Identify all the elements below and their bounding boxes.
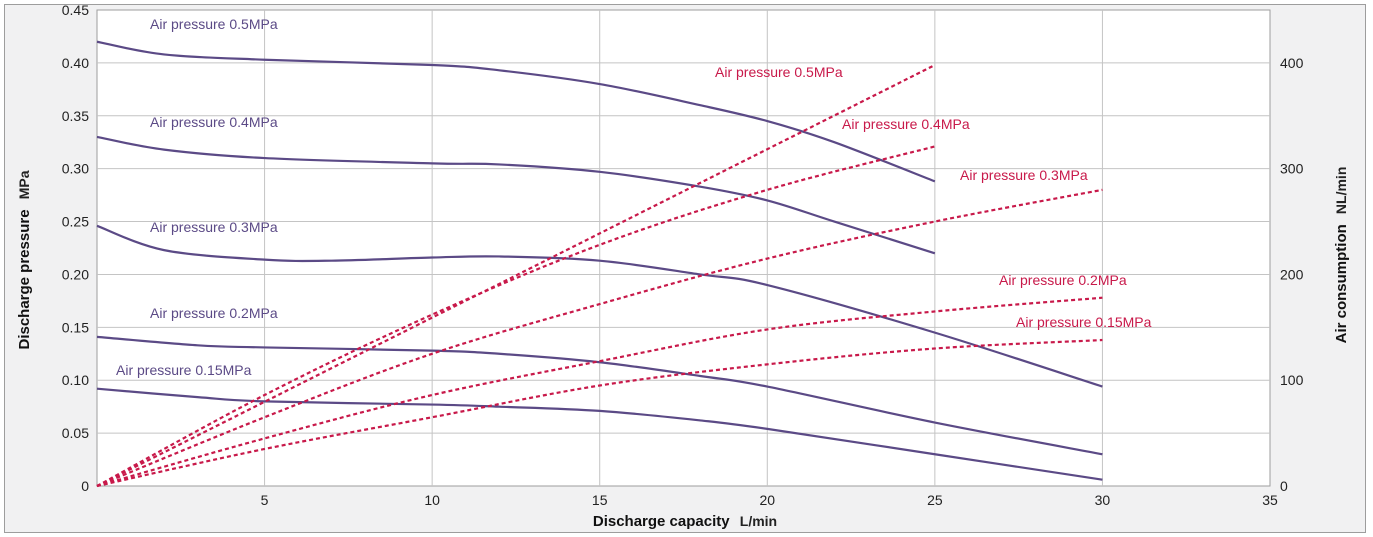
x-axis-unit: L/min xyxy=(740,513,777,529)
y-left-tick-label: 0.15 xyxy=(62,319,89,335)
y-right-axis-unit: NL/min xyxy=(1333,167,1349,214)
consumption-line-3 xyxy=(96,296,1103,488)
x-tick-label: 30 xyxy=(1095,492,1111,508)
x-tick-label: 20 xyxy=(759,492,775,508)
y-left-tick-label: 0.40 xyxy=(62,55,89,71)
pressure-line-3 xyxy=(96,335,1103,456)
y-right-tick-label: 100 xyxy=(1280,372,1304,388)
pressure-series-label: Air pressure 0.15MPa xyxy=(116,362,252,378)
ticks: 5 10 15 20 25 30 3500.050.100.150.200.250.300.… xyxy=(62,2,1304,508)
y-right-axis-title: Air consumption xyxy=(1333,224,1350,343)
consumption-line-0 xyxy=(96,64,936,487)
y-left-tick-label: 0 xyxy=(81,478,89,494)
y-right-tick-label: 200 xyxy=(1280,266,1304,282)
y-left-tick-label: 0.05 xyxy=(62,425,89,441)
consumption-series-label: Air pressure 0.4MPa xyxy=(842,116,970,132)
y-right-tick-label: 0 xyxy=(1280,478,1288,494)
x-tick-label: 35 xyxy=(1262,492,1278,508)
consumption-series xyxy=(96,64,1103,488)
x-tick-label: 10 xyxy=(424,492,440,508)
series-labels: Air pressure 0.5MPa Air pressure 0.4MPa Ai… xyxy=(116,16,1152,378)
grid xyxy=(97,10,1270,486)
pressure-line-1 xyxy=(96,135,936,255)
x-tick-label: 5 xyxy=(261,492,269,508)
y-left-tick-label: 0.25 xyxy=(62,214,89,230)
consumption-line-1 xyxy=(96,145,936,487)
x-axis-title: Discharge capacity xyxy=(593,513,730,530)
y-left-tick-label: 0.45 xyxy=(62,2,89,18)
consumption-series-label: Air pressure 0.15MPa xyxy=(1016,314,1152,330)
consumption-series-label: Air pressure 0.3MPa xyxy=(960,167,1088,183)
y-right-tick-label: 400 xyxy=(1280,55,1304,71)
y-left-axis-label: Discharge pressure MPa xyxy=(16,170,33,349)
pressure-series-label: Air pressure 0.2MPa xyxy=(150,305,278,321)
y-left-axis-unit: MPa xyxy=(16,170,32,199)
x-tick-label: 15 xyxy=(592,492,608,508)
y-left-tick-label: 0.20 xyxy=(62,266,89,282)
y-right-axis-label: Air consumption NL/min xyxy=(1333,167,1350,344)
y-left-tick-label: 0.35 xyxy=(62,108,89,124)
consumption-line-2 xyxy=(96,188,1103,488)
y-left-tick-label: 0.10 xyxy=(62,372,89,388)
pressure-line-4 xyxy=(96,387,1103,481)
consumption-line-4 xyxy=(96,338,1103,488)
pressure-series-label: Air pressure 0.5MPa xyxy=(150,16,278,32)
y-left-axis-title: Discharge pressure xyxy=(16,209,33,349)
x-tick-label: 25 xyxy=(927,492,943,508)
y-right-tick-label: 300 xyxy=(1280,161,1304,177)
consumption-series-label: Air pressure 0.5MPa xyxy=(715,64,843,80)
pressure-series-label: Air pressure 0.4MPa xyxy=(150,114,278,130)
pressure-series-label: Air pressure 0.3MPa xyxy=(150,219,278,235)
y-left-tick-label: 0.30 xyxy=(62,161,89,177)
x-axis-label: Discharge capacity L/min xyxy=(593,513,777,530)
pressure-line-0 xyxy=(96,40,936,183)
consumption-series-label: Air pressure 0.2MPa xyxy=(999,272,1127,288)
